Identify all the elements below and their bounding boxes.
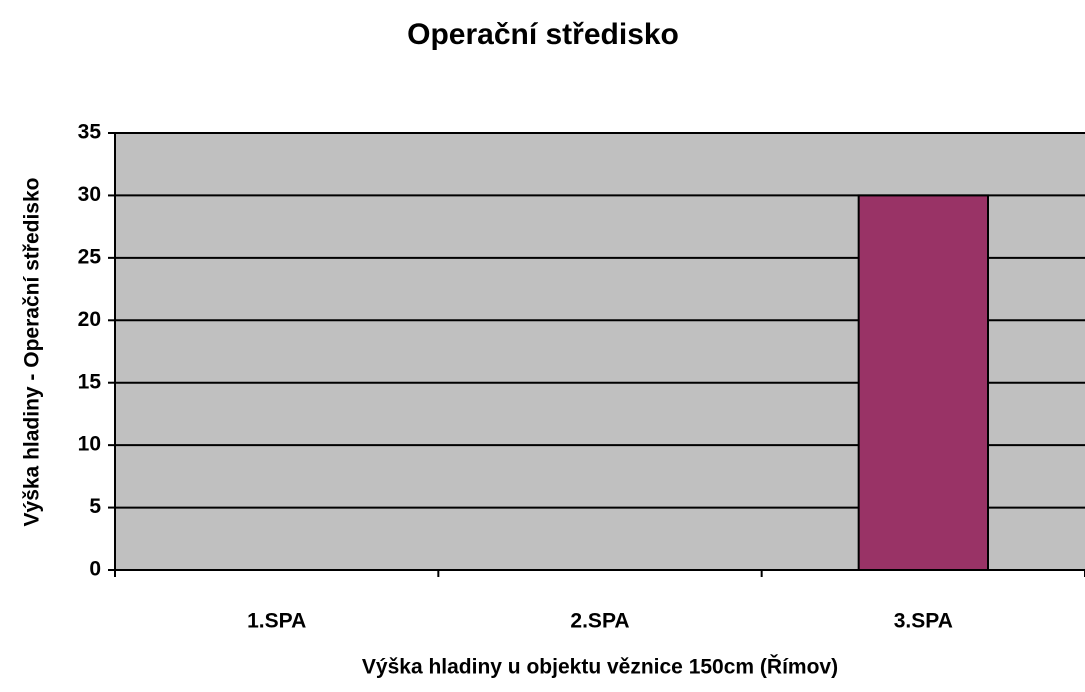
y-tick-label: 5 <box>89 495 101 518</box>
x-tick-label: 2.SPA <box>570 610 629 633</box>
x-tick-label: 3.SPA <box>894 610 953 633</box>
chart-title: Operační středisko <box>407 18 679 51</box>
bar <box>857 194 990 572</box>
y-axis-label: Výška hladiny - Operační středisko <box>21 178 44 527</box>
y-tick-label: 10 <box>78 433 101 456</box>
x-axis-label: Výška hladiny u objektu věznice 150cm (Ř… <box>362 655 838 679</box>
y-tick-label: 25 <box>78 245 102 268</box>
y-tick-label: 15 <box>78 370 102 393</box>
y-tick-label: 0 <box>89 558 101 581</box>
y-tick-label: 20 <box>78 308 101 331</box>
y-tick-label: 30 <box>78 183 101 206</box>
y-tick-label: 35 <box>78 121 102 144</box>
x-tick-label: 1.SPA <box>247 610 306 633</box>
